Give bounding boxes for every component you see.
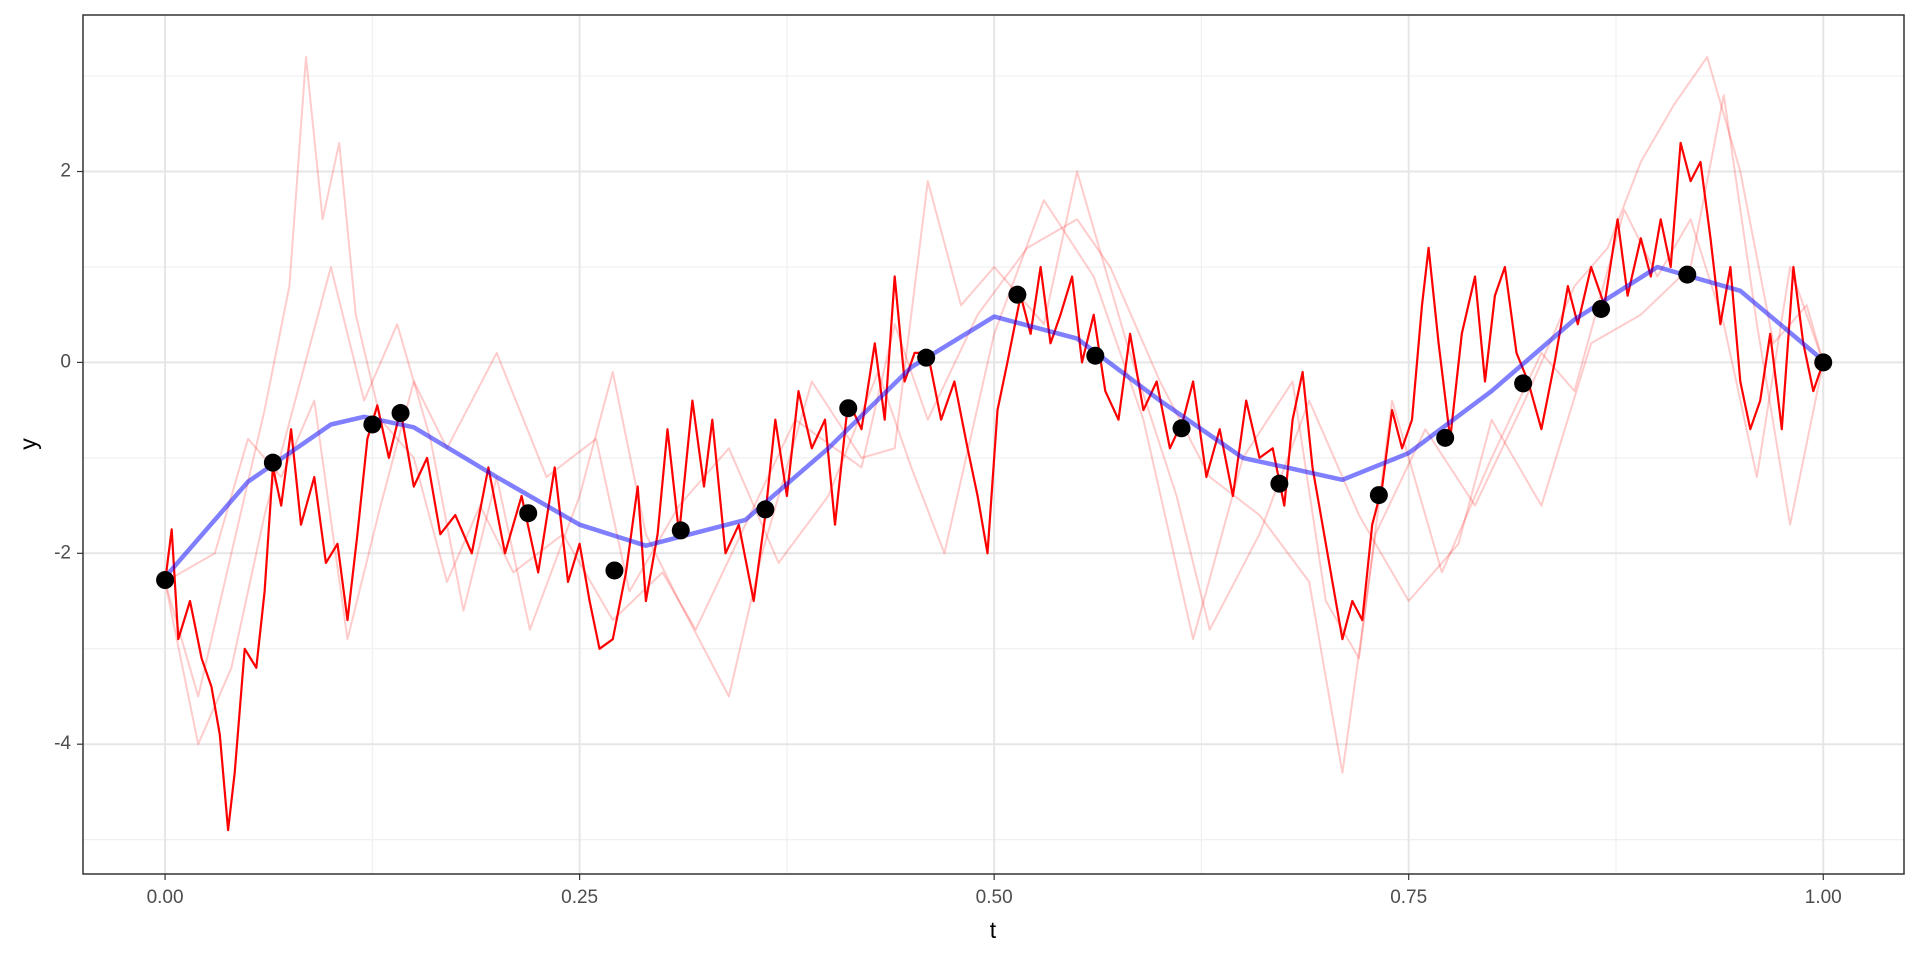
x-tick-label: 1.00 [1805,887,1842,908]
point [519,504,538,523]
y-axis-label: y [15,438,41,450]
point [156,571,175,590]
point [1678,265,1697,284]
point [1270,474,1289,493]
plot-border [82,14,1905,875]
point [605,561,624,580]
point [1436,428,1455,447]
x-tick-label: 0.50 [976,887,1013,908]
line [164,56,1825,774]
x-tick-label: 0.75 [1390,887,1427,908]
y-tick-label: -2 [54,542,71,563]
point [917,348,936,367]
point [1814,353,1833,372]
y-tick-label: 2 [60,161,71,182]
line [164,94,1825,746]
point [1008,285,1027,304]
point [756,500,775,519]
point [671,521,690,540]
point [263,453,282,472]
point [1172,419,1191,438]
point [1592,299,1611,318]
x-axis-label: t [990,917,997,943]
line [164,141,1825,832]
point [363,415,382,434]
x-tick-label: 0.00 [147,887,184,908]
line [163,264,1825,579]
point [839,399,858,418]
point [1086,346,1105,365]
point [1514,374,1533,393]
point [1369,486,1388,505]
x-tick-label: 0.25 [561,887,598,908]
y-tick-label: -4 [54,733,71,754]
point [391,404,410,423]
y-tick-label: 0 [60,351,71,372]
